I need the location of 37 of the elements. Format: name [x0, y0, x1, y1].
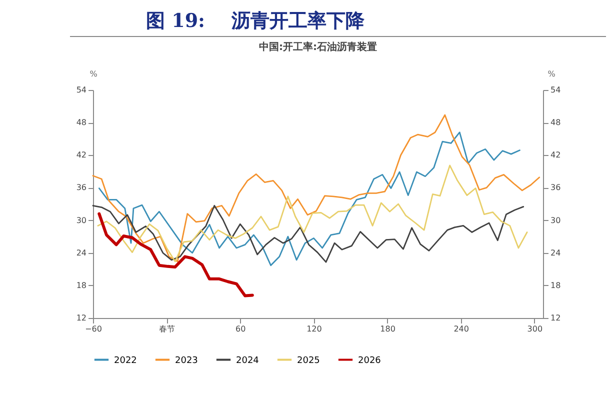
y2-tick-label: 36 — [550, 183, 561, 192]
y-tick-label: 18 — [76, 280, 86, 290]
y2-tick-label: 12 — [550, 314, 561, 322]
line-series — [98, 132, 520, 266]
y-tick-label: 12 — [76, 314, 86, 322]
chart-title: 图 19: 沥青开工率下降 — [70, 0, 606, 37]
y-tick-label: 36 — [76, 183, 86, 192]
x-tick-label: 60 — [236, 324, 246, 334]
line-series — [97, 164, 528, 262]
y-tick-label: 24 — [76, 248, 86, 258]
x-tick-label: −60 — [85, 324, 102, 334]
x-tick-label: 180 — [380, 324, 396, 334]
y-tick-label: 48 — [76, 118, 86, 128]
chart-subtitle: 中国:开工率:石油沥青装置 — [259, 41, 377, 53]
y2-tick-label: 54 — [550, 86, 561, 94]
y-tick-label: 42 — [76, 150, 86, 160]
y-tick-label: 54 — [76, 86, 86, 94]
y2-tick-label: 30 — [550, 216, 561, 225]
y2-tick-label: 48 — [550, 118, 561, 128]
x-tick-label: 300 — [527, 324, 543, 334]
legend-label: 2024 — [236, 356, 260, 366]
legend-label: 2025 — [297, 356, 320, 366]
y-tick-label: 30 — [76, 216, 86, 225]
legend-label: 2026 — [358, 356, 382, 366]
y2-tick-label: 18 — [550, 280, 561, 290]
y2-axis-title: % — [548, 70, 556, 78]
legend-label: 2022 — [114, 356, 137, 366]
x-tick-label: 240 — [454, 324, 469, 334]
x-tick-label: 120 — [306, 324, 322, 334]
x-tick-label: 春节 — [159, 324, 176, 334]
y2-tick-label: 24 — [550, 248, 561, 258]
y2-tick-label: 42 — [550, 150, 561, 160]
line-series — [98, 212, 254, 298]
line-series — [92, 204, 524, 263]
line-series — [92, 114, 540, 262]
legend-label: 2023 — [175, 356, 198, 366]
y-axis-title: % — [90, 70, 98, 78]
